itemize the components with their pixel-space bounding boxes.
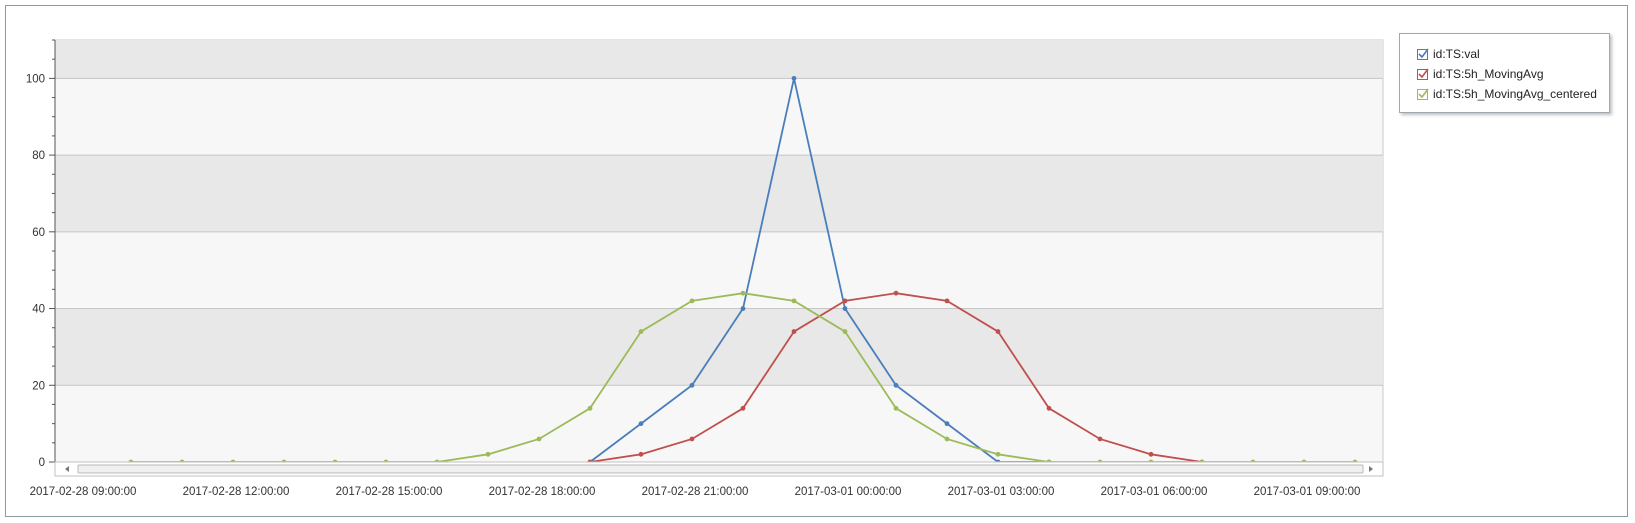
data-point	[995, 451, 1001, 457]
data-point	[893, 290, 899, 296]
legend-label: id:TS:5h_MovingAvg	[1433, 67, 1544, 81]
plot-background	[54, 39, 1384, 463]
x-tick-label: 2017-03-01 06:00:00	[1101, 486, 1208, 498]
x-tick-label: 2017-02-28 21:00:00	[642, 486, 749, 498]
legend-item-5h-movingavg-centered[interactable]: id:TS:5h_MovingAvg_centered	[1400, 84, 1609, 104]
data-point	[893, 405, 899, 411]
data-point	[638, 421, 644, 427]
data-point	[842, 298, 848, 304]
y-axis: 0 20 40 60 80 100	[26, 39, 56, 469]
data-point	[944, 298, 950, 304]
y-tick-label: 20	[32, 380, 45, 392]
data-point	[842, 329, 848, 334]
checkbox-icon[interactable]	[1417, 88, 1429, 100]
data-point	[1148, 451, 1154, 457]
checkbox-icon[interactable]	[1417, 68, 1429, 80]
legend-item-5h-movingavg[interactable]: id:TS:5h_MovingAvg	[1400, 64, 1609, 84]
data-point	[536, 436, 542, 442]
checkbox-icon[interactable]	[1417, 48, 1429, 60]
arrow-left-icon	[65, 466, 69, 472]
data-point	[638, 451, 644, 457]
x-tick-label: 2017-03-01 00:00:00	[795, 486, 902, 498]
horizontal-scrollbar[interactable]	[54, 461, 1384, 477]
data-point	[1046, 405, 1052, 411]
data-point	[740, 306, 746, 311]
legend-label: id:TS:5h_MovingAvg_centered	[1433, 87, 1597, 101]
data-point	[944, 436, 950, 442]
x-tick-label: 2017-03-01 03:00:00	[948, 486, 1055, 498]
scrollbar-thumb	[77, 464, 1364, 474]
series-line	[589, 78, 1049, 463]
data-point	[689, 436, 695, 442]
data-point	[485, 451, 491, 457]
data-point	[995, 329, 1001, 334]
x-tick-label: 2017-03-01 09:00:00	[1254, 486, 1361, 498]
x-tick-label: 2017-02-28 09:00:00	[30, 486, 137, 498]
data-point	[842, 306, 848, 311]
grid-band	[55, 308, 1383, 386]
y-tick-label: 80	[32, 150, 45, 162]
grid-band	[55, 40, 1383, 79]
legend: id:TS:val id:TS:5h_MovingAvg id:TS:5h_Mo…	[1399, 33, 1610, 113]
x-tick-label: 2017-02-28 18:00:00	[489, 486, 596, 498]
y-tick-label: 0	[39, 457, 45, 469]
legend-label: id:TS:val	[1433, 47, 1480, 61]
data-point	[791, 75, 797, 81]
data-point	[689, 382, 695, 388]
data-point	[893, 382, 899, 388]
x-tick-label: 2017-02-28 15:00:00	[336, 486, 443, 498]
data-point	[1097, 436, 1103, 442]
data-point	[791, 298, 797, 304]
y-tick-label: 40	[32, 304, 45, 316]
arrow-right-icon	[1369, 466, 1373, 472]
data-point	[944, 421, 950, 427]
data-point	[791, 329, 797, 334]
data-point	[587, 405, 593, 411]
data-point	[638, 329, 644, 334]
data-point	[740, 290, 746, 296]
legend-item-val[interactable]: id:TS:val	[1400, 44, 1609, 64]
y-tick-label: 60	[32, 227, 45, 239]
x-tick-label: 2017-02-28 12:00:00	[183, 486, 290, 498]
grid-band	[55, 155, 1383, 232]
data-point	[689, 298, 695, 304]
y-tick-label: 100	[26, 73, 45, 85]
plot-area	[54, 39, 1384, 463]
data-point	[740, 405, 746, 411]
